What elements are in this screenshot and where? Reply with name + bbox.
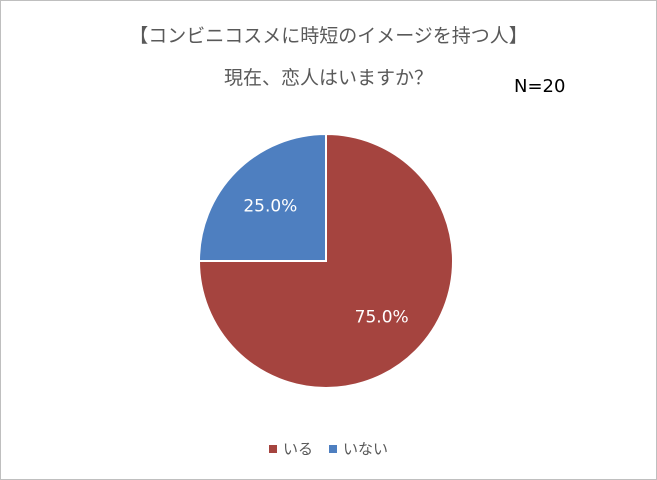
- legend-item-inai: いない: [329, 438, 388, 459]
- legend-item-iru: いる: [268, 438, 313, 459]
- legend-label-inai: いない: [343, 440, 389, 458]
- legend-swatch-iru: [268, 444, 277, 453]
- pie-slice-1: [197, 132, 327, 262]
- sample-size-label: N=20: [514, 76, 566, 97]
- legend-swatch-inai: [329, 444, 337, 453]
- chart-title: 【コンビニコスメに時短のイメージを持つ人】: [129, 25, 528, 47]
- chart-subtitle: 現在、恋人はいますか？: [223, 67, 433, 89]
- pie-data-label-1: 25.0%: [243, 196, 297, 216]
- legend-label-iru: いる: [282, 440, 313, 458]
- pie-slice-0: [197, 132, 454, 389]
- pie-data-label-0: 75.0%: [355, 308, 409, 328]
- legend: いる いない: [0, 438, 657, 459]
